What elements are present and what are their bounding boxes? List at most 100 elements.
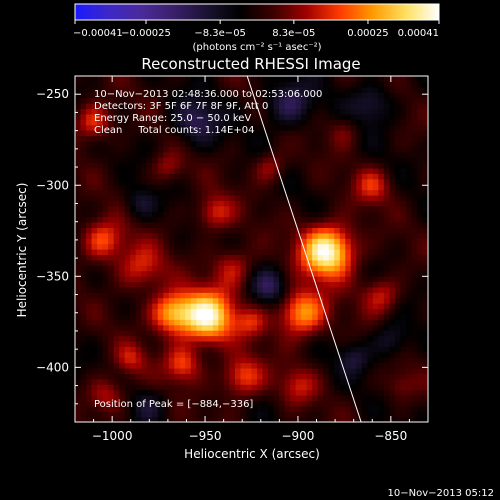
heatmap-cell xyxy=(328,394,335,401)
heatmap-cell xyxy=(179,162,186,169)
heatmap-cell xyxy=(80,108,87,115)
heatmap-cell xyxy=(201,97,208,104)
heatmap-cell xyxy=(218,157,225,164)
heatmap-cell xyxy=(356,119,363,126)
heatmap-cell xyxy=(234,357,242,364)
heatmap-cell xyxy=(339,297,346,304)
heatmap-cell xyxy=(356,113,363,120)
heatmap-cell xyxy=(323,330,330,337)
heatmap-cell xyxy=(279,400,286,407)
heatmap-cell xyxy=(130,205,137,212)
heatmap-cell xyxy=(378,108,385,115)
heatmap-cell xyxy=(306,76,313,83)
heatmap-cell xyxy=(405,249,413,256)
heatmap-cell xyxy=(317,276,324,283)
heatmap-cell xyxy=(317,243,324,250)
heatmap-cell xyxy=(356,346,363,353)
heatmap-cell xyxy=(422,405,428,412)
heatmap-cell xyxy=(356,232,363,239)
heatmap-cell xyxy=(218,254,225,261)
heatmap-cell xyxy=(113,243,120,250)
heatmap-cell xyxy=(185,216,192,223)
heatmap-cell xyxy=(174,411,181,418)
heatmap-cell xyxy=(234,103,242,110)
heatmap-cell xyxy=(234,324,242,331)
heatmap-cell xyxy=(240,249,247,256)
heatmap-cell xyxy=(334,324,341,331)
heatmap-cell xyxy=(372,205,379,212)
heatmap-cell xyxy=(234,108,242,115)
heatmap-cell xyxy=(124,157,131,164)
heatmap-cell xyxy=(119,200,126,207)
heatmap-cell xyxy=(405,324,413,331)
heatmap-cell xyxy=(141,216,148,223)
heatmap-cell xyxy=(196,276,203,283)
heatmap-cell xyxy=(389,394,396,401)
heatmap-cell xyxy=(234,211,242,218)
heatmap-cell xyxy=(345,194,352,201)
heatmap-cell xyxy=(119,411,126,418)
heatmap-cell xyxy=(185,130,192,137)
heatmap-cell xyxy=(295,270,302,277)
heatmap-cell xyxy=(157,313,164,320)
heatmap-cell xyxy=(97,362,104,369)
heatmap-cell xyxy=(108,389,115,396)
heatmap-cell xyxy=(284,103,291,110)
heatmap-cell xyxy=(295,259,302,266)
heatmap-cell xyxy=(334,113,341,120)
heatmap-cell xyxy=(383,162,390,169)
heatmap-cell xyxy=(119,357,126,364)
heatmap-cell xyxy=(80,130,87,137)
heatmap-cell xyxy=(168,276,175,283)
heatmap-cell xyxy=(234,86,242,93)
heatmap-cell xyxy=(317,189,324,196)
heatmap-cell xyxy=(113,221,120,228)
heatmap-cell xyxy=(135,276,142,283)
heatmap-cell xyxy=(317,162,324,169)
heatmap-cell xyxy=(157,405,164,412)
heatmap-cell xyxy=(257,357,264,364)
heatmap-cell xyxy=(306,389,313,396)
heatmap-cell xyxy=(416,319,424,326)
heatmap-cell xyxy=(422,389,428,396)
heatmap-cell xyxy=(356,351,363,358)
heatmap-cell xyxy=(290,173,297,180)
heatmap-cell xyxy=(157,324,164,331)
heatmap-cell xyxy=(234,351,242,358)
heatmap-cell xyxy=(416,184,424,191)
heatmap-cell xyxy=(146,313,153,320)
heatmap-cell xyxy=(367,281,374,288)
heatmap-cell xyxy=(389,113,396,120)
heatmap-cell xyxy=(251,243,258,250)
heatmap-cell xyxy=(317,184,324,191)
heatmap-cell xyxy=(273,173,280,180)
heatmap-cell xyxy=(356,173,363,180)
heatmap-cell xyxy=(234,303,242,310)
heatmap-cell xyxy=(75,319,82,326)
heatmap-cell xyxy=(394,389,402,396)
heatmap-cell xyxy=(323,81,330,88)
heatmap-cell xyxy=(157,146,164,153)
heatmap-cell xyxy=(86,340,93,347)
heatmap-cell xyxy=(394,259,402,266)
heatmap-cell xyxy=(240,124,247,131)
heatmap-cell xyxy=(86,205,93,212)
heatmap-cell xyxy=(361,340,368,347)
heatmap-cell xyxy=(394,135,402,142)
heatmap-cell xyxy=(394,324,402,331)
heatmap-cell xyxy=(405,140,413,147)
heatmap-cell xyxy=(146,400,153,407)
heatmap-cell xyxy=(301,308,308,315)
heatmap-cell xyxy=(279,189,286,196)
heatmap-cell xyxy=(405,124,413,131)
heatmap-cell xyxy=(223,351,231,358)
heatmap-cell xyxy=(135,211,142,218)
heatmap-cell xyxy=(80,189,87,196)
heatmap-cell xyxy=(350,232,357,239)
heatmap-cell xyxy=(97,249,104,256)
heatmap-cell xyxy=(80,76,87,83)
heatmap-cell xyxy=(245,384,253,391)
heatmap-cell xyxy=(113,249,120,256)
heatmap-cell xyxy=(174,416,181,422)
heatmap-cell xyxy=(416,97,424,104)
